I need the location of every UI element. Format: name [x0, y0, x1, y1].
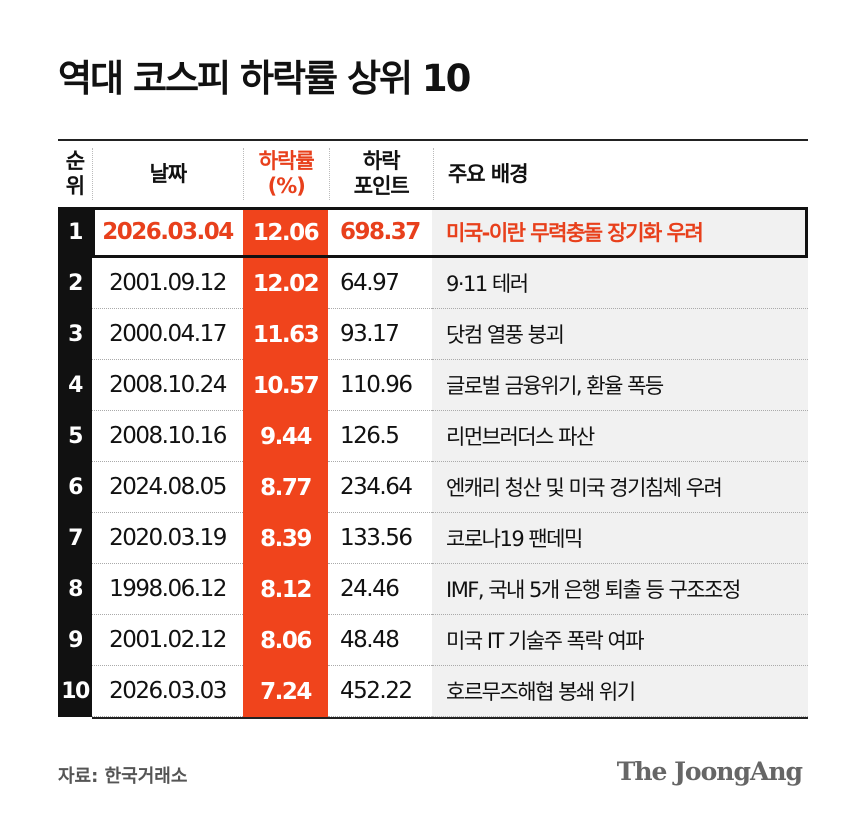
decline-points-cell: 234.64: [328, 462, 432, 513]
table-row: 6 2024.08.05 8.77 234.64 엔캐리 청산 및 미국 경기침체 우려: [58, 462, 808, 513]
date-cell: 2000.04.17: [92, 309, 243, 360]
rank-cell: 9: [58, 615, 92, 666]
header-points-line2: 포인트: [353, 174, 410, 198]
decline-points-cell: 93.17: [328, 309, 432, 360]
header-pct-line1: 하락률: [258, 149, 315, 173]
background-cell: 미국-이란 무력충돌 장기화 우려: [432, 207, 808, 258]
header-points-line1: 하락: [362, 149, 401, 173]
ranking-table: 순위 날짜 하락률 (%) 하락 포인트 주요 배경 1 2026.03.04 12.0…: [58, 139, 808, 719]
date-cell: 2008.10.16: [92, 411, 243, 462]
table-row: 1 2026.03.04 12.06 698.37 미국-이란 무력충돌 장기화 우려: [58, 207, 808, 258]
background-cell: 미국 IT 기술주 폭락 여파: [432, 615, 808, 666]
rank-cell: 1: [58, 207, 92, 258]
rank-cell: 2: [58, 258, 92, 309]
decline-rate-cell: 8.77: [243, 462, 328, 513]
publisher-logo: The JoongAng: [616, 757, 803, 786]
table-row: 2 2001.09.12 12.02 64.97 9·11 테러: [58, 258, 808, 309]
header-pct-line2: (%): [267, 174, 306, 198]
decline-points-cell: 698.37: [328, 207, 432, 258]
date-cell: 2024.08.05: [92, 462, 243, 513]
table-row: 8 1998.06.12 8.12 24.46 IMF, 국내 5개 은행 퇴출 등 구…: [58, 564, 808, 615]
table-body: 1 2026.03.04 12.06 698.37 미국-이란 무력충돌 장기화 우려 2…: [58, 207, 808, 717]
decline-rate-cell: 8.39: [243, 513, 328, 564]
rank-cell: 5: [58, 411, 92, 462]
decline-points-cell: 48.48: [328, 615, 432, 666]
background-cell: 엔캐리 청산 및 미국 경기침체 우려: [432, 462, 808, 513]
rank-cell: 3: [58, 309, 92, 360]
decline-points-cell: 452.22: [328, 666, 432, 717]
rank-cell: 6: [58, 462, 92, 513]
source-note: 자료: 한국거래소: [58, 766, 188, 787]
background-cell: 리먼브러더스 파산: [432, 411, 808, 462]
rank-cell: 10: [58, 666, 92, 717]
date-cell: 2001.02.12: [92, 615, 243, 666]
date-cell: 2001.09.12: [92, 258, 243, 309]
table-row: 3 2000.04.17 11.63 93.17 닷컴 열풍 붕괴: [58, 309, 808, 360]
date-cell: 1998.06.12: [92, 564, 243, 615]
background-cell: 코로나19 팬데믹: [432, 513, 808, 564]
decline-rate-cell: 8.06: [243, 615, 328, 666]
page-title: 역대 코스피 하락률 상위 10: [58, 57, 471, 100]
decline-points-cell: 110.96: [328, 360, 432, 411]
decline-rate-cell: 11.63: [243, 309, 328, 360]
header-rank-label: 순위: [65, 149, 85, 198]
table-row: 7 2020.03.19 8.39 133.56 코로나19 팬데믹: [58, 513, 808, 564]
header-rank: 순위: [58, 148, 93, 200]
header-points: 하락 포인트: [330, 148, 434, 200]
decline-rate-cell: 12.02: [243, 258, 328, 309]
decline-points-cell: 64.97: [328, 258, 432, 309]
background-cell: 9·11 테러: [432, 258, 808, 309]
rank-cell: 7: [58, 513, 92, 564]
decline-rate-cell: 12.06: [243, 207, 328, 258]
table-row: 4 2008.10.24 10.57 110.96 글로벌 금융위기, 환율 폭등: [58, 360, 808, 411]
header-pct: 하락률 (%): [244, 148, 330, 200]
decline-points-cell: 133.56: [328, 513, 432, 564]
header-date: 날짜: [93, 148, 244, 200]
date-cell: 2008.10.24: [92, 360, 243, 411]
table-row: 9 2001.02.12 8.06 48.48 미국 IT 기술주 폭락 여파: [58, 615, 808, 666]
decline-points-cell: 24.46: [328, 564, 432, 615]
decline-rate-cell: 8.12: [243, 564, 328, 615]
table-header: 순위 날짜 하락률 (%) 하락 포인트 주요 배경: [58, 141, 808, 207]
decline-rate-cell: 7.24: [243, 666, 328, 717]
table-top-rule: [58, 139, 808, 141]
date-cell: 2020.03.19: [92, 513, 243, 564]
table-row: 10 2026.03.03 7.24 452.22 호르무즈해협 봉쇄 위기: [58, 666, 808, 717]
decline-rate-cell: 9.44: [243, 411, 328, 462]
background-cell: IMF, 국내 5개 은행 퇴출 등 구조조정: [432, 564, 808, 615]
table-bottom-rule: [92, 717, 808, 719]
header-background: 주요 배경: [447, 161, 529, 186]
table-row: 5 2008.10.16 9.44 126.5 리먼브러더스 파산: [58, 411, 808, 462]
rank-cell: 8: [58, 564, 92, 615]
background-cell: 닷컴 열풍 붕괴: [432, 309, 808, 360]
decline-rate-cell: 10.57: [243, 360, 328, 411]
background-cell: 글로벌 금융위기, 환율 폭등: [432, 360, 808, 411]
background-cell: 호르무즈해협 봉쇄 위기: [432, 666, 808, 717]
decline-points-cell: 126.5: [328, 411, 432, 462]
date-cell: 2026.03.03: [92, 666, 243, 717]
date-cell: 2026.03.04: [92, 207, 243, 258]
rank-cell: 4: [58, 360, 92, 411]
